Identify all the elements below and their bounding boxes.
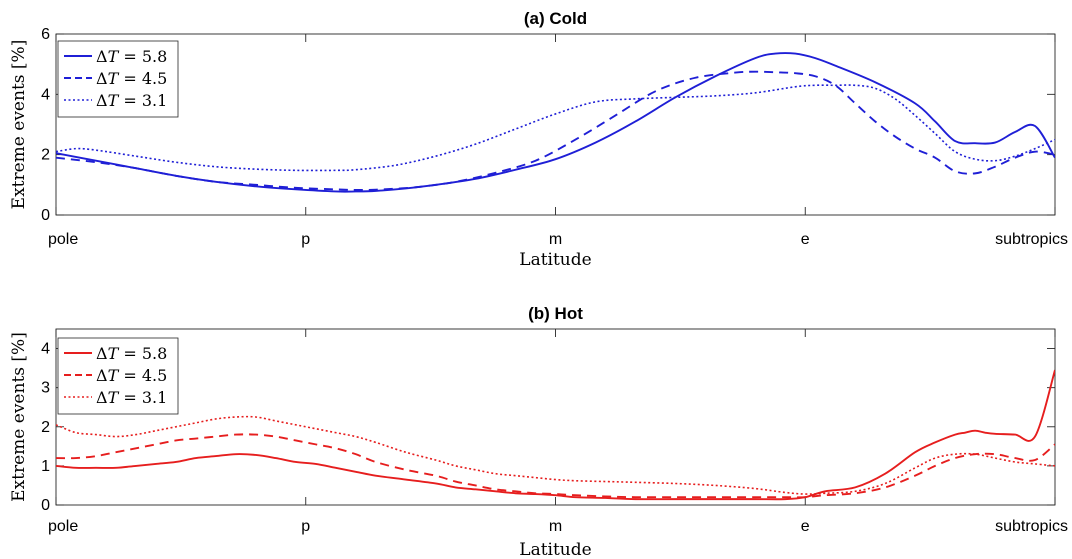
x-axis-label: Latitude: [519, 250, 591, 270]
x-tick-label: e: [801, 231, 810, 248]
x-tick-label: pole: [48, 518, 78, 535]
y-tick-label: 4: [41, 86, 50, 103]
x-tick-label: m: [549, 518, 562, 535]
legend-label: ΔT = 4.5: [96, 69, 167, 88]
legend: ΔT = 5.8 ΔT = 4.5 ΔT = 3.1: [57, 337, 179, 415]
legend-box: [57, 337, 179, 415]
x-tick-label: subtropics: [995, 231, 1068, 248]
y-tick-label: 2: [41, 419, 50, 436]
y-tick-label: 1: [41, 458, 50, 475]
plot-area: [55, 33, 1056, 216]
series-line-dashed: [56, 433, 1055, 499]
x-axis-label: Latitude: [519, 540, 591, 559]
chart-title: (a) Cold: [524, 9, 587, 28]
x-tick-label: pole: [48, 231, 78, 248]
series-line-dotted: [56, 84, 1055, 172]
y-tick-label: 3: [41, 380, 50, 397]
chart-title: (b) Hot: [528, 304, 583, 323]
y-tick-label: 0: [41, 207, 50, 224]
y-tick-label: 6: [41, 26, 50, 43]
chart-panel-hot: (b) Hot 0 1 2 3 4 pole p m e subtropics Latitude Ext…: [9, 304, 1068, 559]
x-tick-label: subtropics: [995, 518, 1068, 535]
y-tick-label: 2: [41, 147, 50, 164]
legend-label: ΔT = 3.1: [96, 91, 167, 110]
y-tick-label: 4: [41, 341, 50, 358]
legend-label: ΔT = 5.8: [96, 344, 167, 363]
x-tick-label: p: [301, 518, 310, 535]
y-tick-label: 0: [41, 497, 50, 514]
y-axis-label: Extreme events [%]: [9, 332, 29, 502]
series-line-solid: [56, 369, 1055, 501]
x-tick-label: e: [801, 518, 810, 535]
series-line-dashed: [56, 70, 1055, 191]
y-axis-label: Extreme events [%]: [9, 40, 29, 210]
legend: ΔT = 5.8 ΔT = 4.5 ΔT = 3.1: [57, 40, 179, 118]
plot-area: [55, 328, 1056, 506]
legend-label: ΔT = 5.8: [96, 47, 167, 66]
series-line-dotted: [56, 415, 1055, 495]
legend-label: ΔT = 3.1: [96, 388, 167, 407]
x-tick-label: m: [549, 231, 562, 248]
series-line-solid: [56, 52, 1055, 193]
legend-box: [57, 40, 179, 118]
x-tick-label: p: [301, 231, 310, 248]
chart-panel-cold: (a) Cold 0 2 4 6 pole p m e subtropics Latitude Ext…: [9, 9, 1068, 270]
legend-label: ΔT = 4.5: [96, 366, 167, 385]
